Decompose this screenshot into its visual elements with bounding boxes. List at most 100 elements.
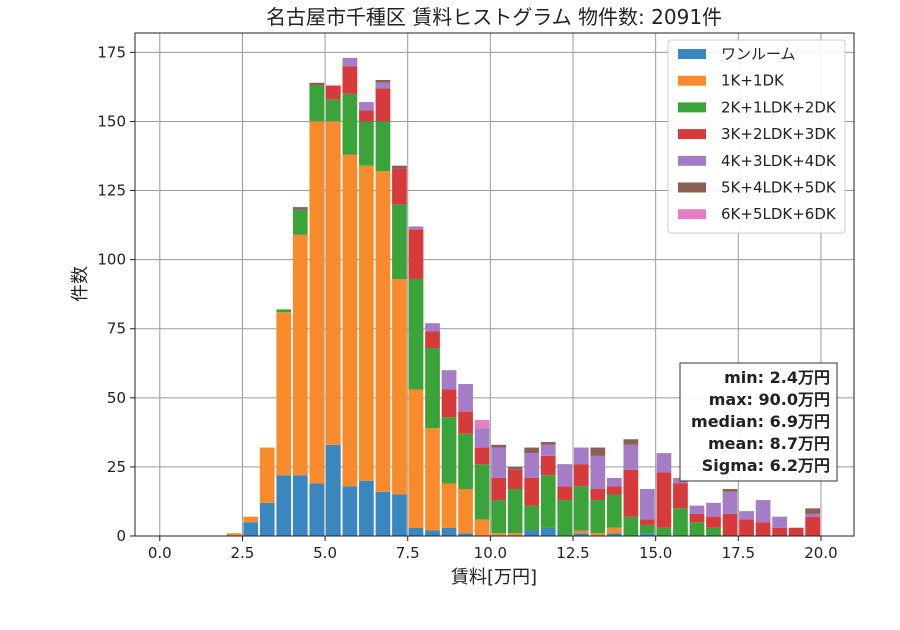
bar-segment [722, 491, 738, 514]
bar-segment [375, 79, 391, 83]
bar-segment [276, 309, 292, 313]
bar-segment [408, 229, 424, 279]
bar-segment [359, 110, 374, 122]
bar-segment [755, 500, 771, 523]
bar-segment [623, 439, 639, 445]
bar-segment [623, 516, 639, 536]
stats-box: min: 2.4万円 max: 90.0万円 median: 6.9万円 mea… [679, 362, 838, 482]
bar-segment [425, 348, 440, 429]
x-tick-label: 15.0 [639, 544, 672, 562]
bar-segment [441, 527, 457, 536]
bar-segment [309, 82, 325, 86]
bar-segment [590, 447, 606, 456]
stats-box-frame [679, 362, 838, 482]
bar-segment [573, 530, 589, 534]
bar-segment [342, 93, 358, 155]
bar-segment [606, 477, 622, 487]
bar-segment [259, 502, 275, 536]
bar-segment [425, 530, 440, 536]
bar-segment [392, 204, 407, 279]
bar-segment [573, 486, 589, 531]
legend: ワンルーム 1K+1DK 2K+1LDK+2DK 3K+2LDK+3DK 4K+3LDK… [667, 39, 846, 234]
bar-segment [540, 475, 556, 528]
legend-label: ワンルーム [721, 45, 796, 63]
bar-segment [491, 447, 506, 478]
bar-segment [292, 234, 308, 476]
bar-segment [392, 494, 407, 536]
stats-max: max: 90.0万円 [709, 390, 830, 409]
x-tick-label: 10.0 [474, 544, 507, 562]
bar-segment [474, 464, 490, 520]
x-tick-label: 12.5 [556, 544, 589, 562]
legend-swatch [678, 155, 706, 166]
bar-segment [292, 475, 308, 536]
chart-title: 名古屋市千種区 賃料ヒストグラム 物件数: 2091件 [266, 5, 722, 29]
stats-sigma: Sigma: 6.2万円 [702, 456, 830, 475]
bar-segment [689, 513, 705, 523]
bar-segment [243, 516, 259, 523]
x-tick-label: 2.5 [231, 544, 255, 562]
x-tick-label: 7.5 [396, 544, 420, 562]
bar-segment [606, 527, 622, 534]
bar-segment [507, 489, 523, 534]
x-tick-label: 5.0 [313, 544, 337, 562]
x-tick-label: 20.0 [804, 544, 837, 562]
bar-segment [540, 527, 556, 536]
legend-swatch [678, 49, 706, 59]
bar-segment [425, 331, 440, 349]
bar-segment [458, 489, 473, 534]
stats-median: median: 6.9万円 [691, 412, 830, 431]
bar-segment [441, 389, 457, 418]
bar-segment [524, 530, 540, 536]
bar-segment [507, 469, 523, 490]
bar-segment [491, 477, 506, 501]
bar-segment [375, 171, 391, 492]
bar-segment [755, 522, 771, 536]
legend-label: 2K+1LDK+2DK [721, 98, 837, 116]
y-tick-label: 75 [107, 320, 126, 338]
bar-segment [342, 486, 358, 536]
bar-segment [656, 527, 672, 536]
bar-segment [474, 519, 490, 536]
bar-segment [706, 527, 721, 536]
bar-segment [540, 455, 556, 476]
y-tick-label: 25 [107, 458, 126, 476]
bar-segment [309, 483, 325, 536]
bar-segment [673, 508, 688, 536]
stats-min: min: 2.4万円 [724, 368, 830, 387]
bar-segment [458, 411, 473, 434]
bar-segment [292, 209, 308, 235]
bar-segment [474, 419, 490, 429]
bar-segment [772, 516, 787, 528]
bar-segment [524, 505, 540, 531]
bar-segment [590, 500, 606, 534]
bar-segment [722, 489, 738, 492]
bar-segment [805, 508, 821, 514]
bar-segment [573, 533, 589, 536]
bar-segment [375, 491, 391, 536]
y-axis-ticks: 0 25 50 75 100 125 150 175 [97, 43, 135, 545]
bar-segment [425, 428, 440, 531]
bar-segment [673, 483, 688, 509]
bar-segment [606, 533, 622, 536]
bar-segment [557, 464, 573, 487]
x-axis-ticks: 0.0 2.5 5.0 7.5 10.0 12.5 15.0 17.5 20.0 [148, 536, 838, 562]
bar-segment [557, 486, 573, 501]
bar-segment [309, 121, 325, 484]
bar-segment [788, 527, 804, 536]
bar-segment [292, 207, 308, 210]
legend-swatch [678, 209, 706, 220]
bar-segment [590, 489, 606, 501]
bar-segment [590, 455, 606, 490]
bar-segment [524, 477, 540, 506]
bar-segment [375, 82, 391, 89]
legend-swatch [678, 182, 706, 193]
bar-segment [606, 486, 622, 495]
bar-segment [226, 533, 242, 536]
bar-segment [359, 121, 374, 166]
bar-segment [408, 527, 424, 536]
bar-segment [392, 168, 407, 205]
bar-segment [276, 312, 292, 476]
bar-segment [309, 85, 325, 122]
